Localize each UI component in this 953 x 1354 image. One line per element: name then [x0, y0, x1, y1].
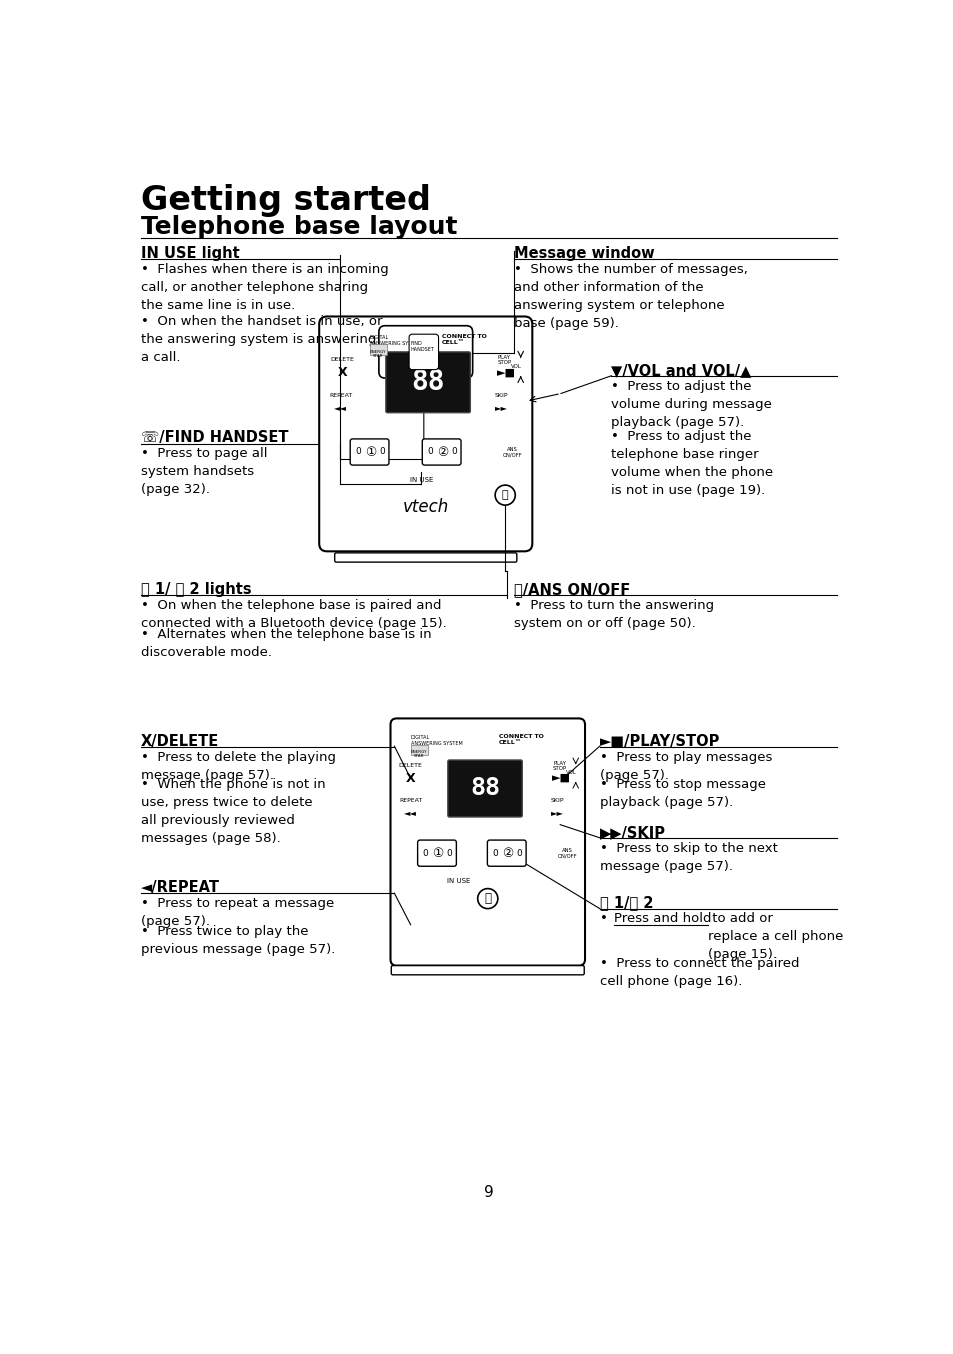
FancyBboxPatch shape — [417, 839, 456, 867]
Text: ⏻/ANS ON/OFF: ⏻/ANS ON/OFF — [514, 582, 630, 597]
Text: VOL: VOL — [566, 770, 577, 774]
Text: •  Press to adjust the
telephone base ringer
volume when the phone
is not in use: • Press to adjust the telephone base rin… — [611, 431, 773, 497]
Text: ►►: ►► — [550, 808, 563, 816]
FancyBboxPatch shape — [335, 552, 517, 562]
Text: to add or
replace a cell phone
(page 15).: to add or replace a cell phone (page 15)… — [707, 913, 842, 961]
Text: ENERGY
STAR: ENERGY STAR — [411, 750, 427, 758]
FancyBboxPatch shape — [385, 352, 470, 413]
Text: •  When the phone is not in
use, press twice to delete
all previously reviewed
m: • When the phone is not in use, press tw… — [141, 779, 325, 845]
Text: •  Shows the number of messages,
and other information of the
answering system o: • Shows the number of messages, and othe… — [514, 263, 747, 329]
Text: 0: 0 — [446, 849, 452, 857]
Text: •  On when the telephone base is paired and
connected with a Bluetooth device (p: • On when the telephone base is paired a… — [141, 598, 446, 630]
Text: ②: ② — [436, 445, 448, 459]
Text: PLAY
STOP: PLAY STOP — [553, 761, 567, 772]
Text: •  Flashes when there is an incoming
call, or another telephone sharing
the same: • Flashes when there is an incoming call… — [141, 263, 388, 311]
Text: DIGITAL
ANSWERING SYSTEM: DIGITAL ANSWERING SYSTEM — [410, 735, 462, 746]
Text: DELETE: DELETE — [398, 764, 422, 768]
Text: FIND
HANDSET: FIND HANDSET — [410, 341, 434, 352]
Text: 0: 0 — [492, 849, 497, 857]
Text: ◄◄: ◄◄ — [404, 808, 416, 816]
Text: Press and hold: Press and hold — [613, 913, 710, 926]
Text: ⏻: ⏻ — [501, 490, 508, 500]
Text: vtech: vtech — [402, 498, 449, 516]
Text: PLAY
STOP: PLAY STOP — [497, 355, 511, 366]
Text: Message window: Message window — [514, 245, 655, 260]
Text: ▶▶/SKIP: ▶▶/SKIP — [599, 825, 665, 839]
Text: REPEAT: REPEAT — [398, 799, 422, 803]
Text: 0: 0 — [355, 448, 360, 456]
Text: •  Press to stop message
playback (page 57).: • Press to stop message playback (page 5… — [599, 779, 765, 810]
Text: IN USE: IN USE — [447, 877, 470, 884]
Text: 0: 0 — [427, 448, 433, 456]
Text: •  Press to skip to the next
message (page 57).: • Press to skip to the next message (pag… — [599, 842, 777, 872]
Text: X: X — [337, 366, 347, 379]
Bar — [369, 344, 386, 355]
Text: DIGITAL
ANSWERING SYSTEM: DIGITAL ANSWERING SYSTEM — [369, 334, 421, 345]
Text: SKIP: SKIP — [550, 799, 563, 803]
Text: X: X — [405, 772, 415, 785]
Text: ◄/REPEAT: ◄/REPEAT — [141, 880, 220, 895]
Text: CONNECT TO
CELL™: CONNECT TO CELL™ — [441, 334, 486, 345]
Text: 0: 0 — [422, 849, 428, 857]
Text: ①: ① — [364, 445, 375, 459]
Text: DELETE: DELETE — [330, 356, 354, 362]
Text: ◄◄: ◄◄ — [335, 402, 347, 412]
Text: •  On when the handset is in use, or
the answering system is answering
a call.: • On when the handset is in use, or the … — [141, 315, 382, 364]
Text: ANS
ON/OFF: ANS ON/OFF — [557, 848, 577, 858]
Text: 0: 0 — [516, 849, 521, 857]
Text: •  Press to repeat a message
(page 57).: • Press to repeat a message (page 57). — [141, 898, 334, 927]
Text: •  Press to turn the answering
system on or off (page 50).: • Press to turn the answering system on … — [514, 598, 714, 630]
Text: •  Press to page all
system handsets
(page 32).: • Press to page all system handsets (pag… — [141, 447, 267, 497]
Text: •: • — [599, 913, 616, 926]
Text: VOL: VOL — [511, 364, 521, 370]
Text: REPEAT: REPEAT — [329, 394, 353, 398]
Text: ①: ① — [432, 846, 443, 860]
Text: IN USE: IN USE — [410, 477, 433, 482]
Text: ▼/VOL and VOL/▲: ▼/VOL and VOL/▲ — [611, 363, 751, 378]
Text: ►■/PLAY/STOP: ►■/PLAY/STOP — [599, 734, 720, 749]
Text: •  Press to delete the playing
message (page 57).: • Press to delete the playing message (p… — [141, 750, 335, 781]
FancyBboxPatch shape — [409, 334, 438, 370]
Text: •  Alternates when the telephone base is in
discoverable mode.: • Alternates when the telephone base is … — [141, 627, 431, 658]
Text: ⓘ 1/ⓘ 2: ⓘ 1/ⓘ 2 — [599, 895, 653, 910]
Text: •  Press twice to play the
previous message (page 57).: • Press twice to play the previous messa… — [141, 925, 335, 956]
FancyBboxPatch shape — [319, 317, 532, 551]
Text: 9: 9 — [483, 1185, 494, 1200]
Text: ⓘ 1/ ⓘ 2 lights: ⓘ 1/ ⓘ 2 lights — [141, 582, 252, 597]
Text: ►■: ►■ — [496, 367, 515, 378]
FancyBboxPatch shape — [487, 839, 525, 867]
Text: ENERGY
STAR: ENERGY STAR — [370, 349, 386, 357]
FancyBboxPatch shape — [391, 965, 583, 975]
Circle shape — [495, 485, 515, 505]
Text: 0: 0 — [378, 448, 384, 456]
Text: •  Press to connect the paired
cell phone (page 16).: • Press to connect the paired cell phone… — [599, 957, 799, 988]
Text: ⏻: ⏻ — [484, 892, 491, 904]
FancyBboxPatch shape — [422, 439, 460, 464]
Circle shape — [477, 888, 497, 909]
Text: ANS
ON/OFF: ANS ON/OFF — [502, 447, 521, 458]
Text: IN USE light: IN USE light — [141, 245, 239, 260]
Text: •  Press to play messages
(page 57).: • Press to play messages (page 57). — [599, 750, 771, 781]
FancyBboxPatch shape — [390, 719, 584, 965]
Text: Getting started: Getting started — [141, 184, 431, 217]
FancyBboxPatch shape — [350, 439, 389, 464]
Text: SKIP: SKIP — [494, 394, 508, 398]
Text: ②: ② — [501, 846, 513, 860]
Text: 88: 88 — [411, 368, 444, 397]
Text: ☏/FIND HANDSET: ☏/FIND HANDSET — [141, 431, 288, 445]
Text: Telephone base layout: Telephone base layout — [141, 215, 457, 238]
Text: ►■: ►■ — [552, 772, 571, 783]
Text: 88: 88 — [470, 776, 499, 800]
FancyBboxPatch shape — [378, 326, 472, 378]
Text: CONNECT TO
CELL™: CONNECT TO CELL™ — [498, 734, 543, 745]
Bar — [410, 745, 427, 756]
Text: 0: 0 — [451, 448, 456, 456]
Text: X/DELETE: X/DELETE — [141, 734, 219, 749]
FancyBboxPatch shape — [447, 760, 521, 816]
Text: •  Press to adjust the
volume during message
playback (page 57).: • Press to adjust the volume during mess… — [611, 379, 771, 429]
Text: ►►: ►► — [495, 402, 507, 412]
